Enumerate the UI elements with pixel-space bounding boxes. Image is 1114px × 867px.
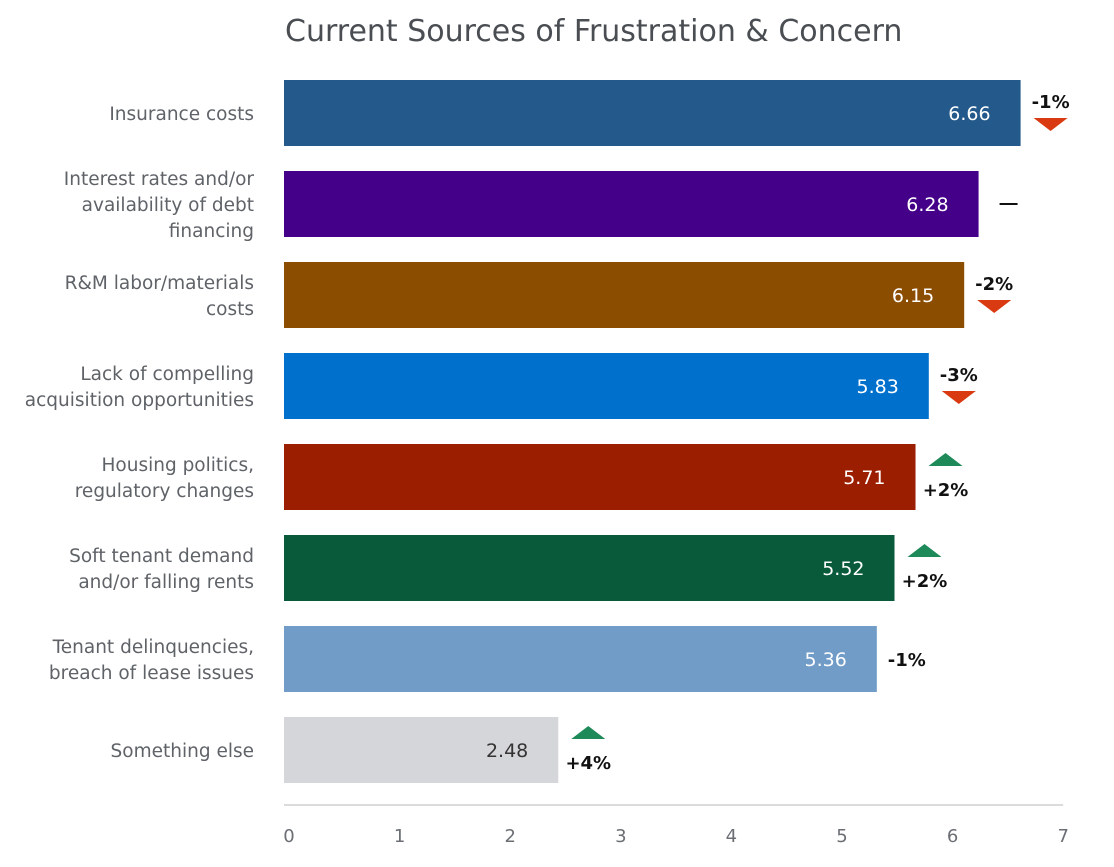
category-label: Interest rates and/or availability of deb… <box>64 169 255 242</box>
x-tick-label: 4 <box>726 826 737 847</box>
value-label: 5.52 <box>822 558 864 580</box>
bar <box>284 717 559 783</box>
bars-layer: 6.66 -1% 6.28 6.15 -2% 5.83 -3% 5.71 +2% 5.52 +2% 5… <box>284 80 1070 783</box>
change-label: +2% <box>923 480 969 501</box>
category-labels: Insurance costs Interest rates and/or avai… <box>25 104 255 762</box>
value-label: 6.66 <box>948 103 990 125</box>
category-label: Housing politics, regulatory changes <box>75 455 254 502</box>
change-label: +4% <box>565 753 611 774</box>
bar <box>284 444 916 510</box>
up-arrow-icon <box>571 726 606 739</box>
x-tick-label: 7 <box>1057 826 1068 847</box>
bar <box>284 353 929 419</box>
x-tick-label: 2 <box>504 826 515 847</box>
change-label: -1% <box>1032 92 1070 113</box>
category-label: Insurance costs <box>109 104 254 125</box>
down-arrow-icon <box>1033 118 1068 131</box>
x-axis: 0 1 2 3 4 5 6 7 <box>283 804 1069 847</box>
down-arrow-icon <box>977 300 1012 313</box>
x-tick-label: 5 <box>836 826 847 847</box>
change-label: -2% <box>975 274 1013 295</box>
change-label: -1% <box>888 650 926 671</box>
category-label: Lack of compelling acquisition opportunit… <box>25 364 254 411</box>
value-label: 5.83 <box>856 376 898 398</box>
value-label: 6.28 <box>906 194 948 216</box>
value-label: 6.15 <box>892 285 934 307</box>
bar <box>284 626 877 692</box>
x-tick-label: 3 <box>615 826 626 847</box>
up-arrow-icon <box>907 544 942 557</box>
value-label: 5.71 <box>843 467 885 489</box>
change-label: +2% <box>902 571 948 592</box>
bar <box>284 535 895 601</box>
bar <box>284 171 979 237</box>
x-tick-label: 6 <box>947 826 958 847</box>
up-arrow-icon <box>928 453 963 466</box>
down-arrow-icon <box>941 391 976 404</box>
x-tick-label: 0 <box>283 826 294 847</box>
category-label: R&M labor/materials costs <box>65 273 254 320</box>
category-label: Tenant delinquencies, breach of lease iss… <box>49 637 254 684</box>
value-label: 5.36 <box>805 649 847 671</box>
bar <box>284 262 965 328</box>
x-tick-label: 1 <box>394 826 405 847</box>
chart-title: Current Sources of Frustration & Concern <box>285 14 903 49</box>
category-label: Something else <box>111 741 254 762</box>
change-label: -3% <box>940 365 978 386</box>
bar <box>284 80 1021 146</box>
category-label: Soft tenant demand and/or falling rents <box>69 546 254 593</box>
value-label: 2.48 <box>486 740 528 762</box>
